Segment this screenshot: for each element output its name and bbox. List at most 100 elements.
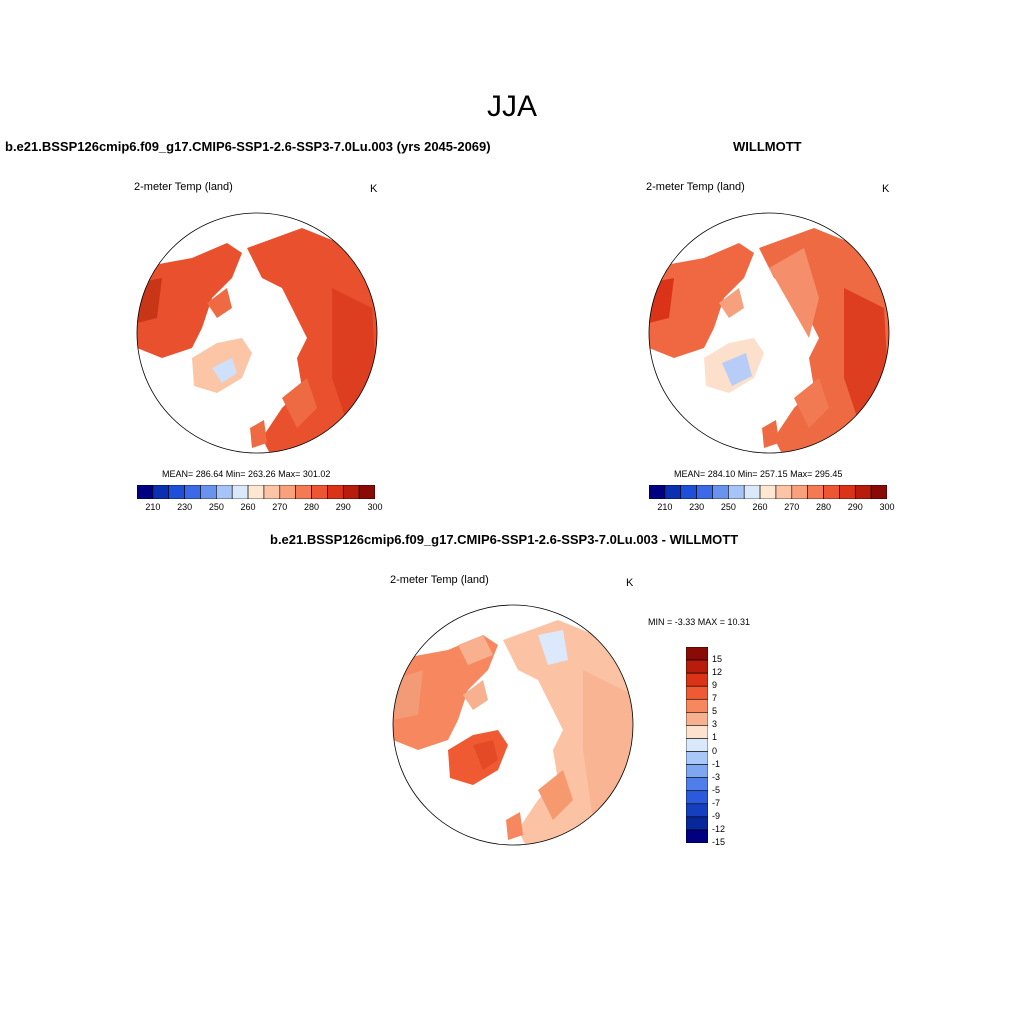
- obs-variable-label: 2-meter Temp (land): [646, 181, 745, 193]
- obs-land-north-america: [649, 243, 754, 358]
- diff-colorbar-tick-label: -5: [712, 784, 721, 795]
- obs-colorbar-tick-label: 280: [816, 502, 832, 512]
- obs-panel-title: WILLMOTT: [733, 139, 802, 154]
- obs-colorbar-swatch: [839, 485, 856, 499]
- diff-colorbar: [686, 647, 708, 843]
- obs-colorbar-tick-label: 290: [847, 502, 863, 512]
- diff-colorbar-swatch: [686, 698, 708, 713]
- diff-colorbar-swatch: [686, 659, 708, 674]
- model-stats: MEAN= 286.64 Min= 263.26 Max= 301.02: [162, 469, 331, 479]
- diff-colorbar-tick-label: -15: [712, 837, 726, 847]
- diff-colorbar-tick-label: 9: [712, 680, 718, 691]
- diff-colorbar-tick-label: -7: [712, 797, 721, 808]
- obs-colorbar-tick-label: 210: [657, 502, 673, 512]
- model-land-north-america: [137, 243, 242, 358]
- model-colorbar-labels: 210 230 250 260 270 280 290 300: [137, 502, 382, 516]
- model-colorbar-swatch: [200, 485, 217, 499]
- obs-colorbar-swatch: [712, 485, 729, 499]
- diff-colorbar-tick-label: 3: [712, 719, 718, 730]
- figure-title: JJA: [486, 90, 537, 123]
- obs-colorbar-labels: 210 230 250 260 270 280 290 300: [649, 502, 894, 516]
- obs-colorbar-tick-label: 260: [752, 502, 768, 512]
- model-colorbar-swatch: [216, 485, 233, 499]
- obs-colorbar-swatch: [649, 485, 666, 499]
- diff-colorbar-swatch: [686, 712, 708, 726]
- diff-colorbar-tick-label: 15: [712, 654, 723, 665]
- diff-colorbar-tick-label: 5: [712, 706, 718, 717]
- model-colorbar-swatch: [295, 485, 312, 499]
- model-colorbar-swatch: [358, 485, 375, 499]
- diff-colorbar-tick-label: -12: [712, 823, 726, 834]
- obs-colorbar-tick-label: 270: [784, 502, 800, 512]
- model-colorbar: [137, 485, 375, 499]
- obs-colorbar-swatch: [854, 485, 872, 499]
- model-colorbar-swatch: [168, 485, 185, 499]
- model-colorbar-swatch: [279, 485, 296, 499]
- diff-colorbar-swatch: [686, 790, 708, 805]
- diff-colorbar-tick-label: 7: [712, 693, 718, 704]
- model-colorbar-tick-label: 250: [208, 502, 224, 512]
- obs-colorbar-swatch: [759, 485, 777, 499]
- diff-colorbar-swatch: [686, 816, 708, 831]
- model-colorbar-swatch: [137, 485, 154, 499]
- diff-colorbar-swatch: [686, 803, 708, 818]
- diff-colorbar-tick-label: -9: [712, 810, 721, 821]
- obs-colorbar-swatch: [680, 485, 697, 499]
- obs-colorbar-swatch: [743, 485, 761, 499]
- obs-colorbar-swatch: [823, 485, 840, 499]
- model-colorbar-tick-label: 210: [145, 502, 161, 512]
- obs-colorbar-tick-label: 250: [720, 502, 736, 512]
- obs-colorbar-swatch: [870, 485, 887, 499]
- obs-colorbar-tick-label: 300: [879, 502, 895, 512]
- model-polar-map: [136, 212, 378, 454]
- model-colorbar-tick-label: 290: [335, 502, 351, 512]
- model-colorbar-tick-label: 230: [177, 502, 193, 512]
- obs-colorbar-swatch: [664, 485, 682, 499]
- diff-colorbar-swatch: [686, 725, 708, 739]
- model-colorbar-tick-label: 270: [272, 502, 288, 512]
- diff-units-label: K: [626, 577, 634, 589]
- model-colorbar-swatch: [311, 485, 328, 499]
- diff-land-north-america: [393, 635, 498, 750]
- obs-units-label: K: [882, 183, 890, 195]
- obs-colorbar-tick-label: 230: [689, 502, 705, 512]
- diff-panel-title: b.e21.BSSP126cmip6.f09_g17.CMIP6-SSP1-2.…: [270, 532, 739, 547]
- model-colorbar-tick-label: 300: [367, 502, 383, 512]
- model-colorbar-swatch: [152, 485, 170, 499]
- diff-polar-map: [392, 604, 634, 846]
- diff-colorbar-swatch: [686, 672, 708, 687]
- diff-colorbar-swatch: [686, 685, 708, 700]
- obs-colorbar-swatch: [807, 485, 824, 499]
- model-colorbar-swatch: [247, 485, 265, 499]
- diff-colorbar-swatch: [686, 647, 708, 661]
- obs-colorbar-swatch: [728, 485, 745, 499]
- model-colorbar-tick-label: 280: [304, 502, 320, 512]
- diff-colorbar-swatch: [686, 751, 708, 765]
- diff-colorbar-tick-label: 0: [712, 745, 718, 756]
- model-variable-label: 2-meter Temp (land): [134, 181, 233, 193]
- diff-colorbar-tick-label: 1: [712, 732, 718, 743]
- model-colorbar-swatch: [342, 485, 360, 499]
- model-colorbar-swatch: [327, 485, 344, 499]
- model-units-label: K: [370, 183, 378, 195]
- model-colorbar-swatch: [231, 485, 249, 499]
- diff-colorbar-swatch: [686, 738, 708, 752]
- obs-colorbar-swatch: [791, 485, 808, 499]
- diff-colorbar-swatch: [686, 764, 708, 778]
- model-colorbar-swatch: [184, 485, 201, 499]
- obs-polar-map: [648, 212, 890, 454]
- diff-stats: MIN = -3.33 MAX = 10.31: [648, 617, 751, 627]
- obs-colorbar-swatch: [696, 485, 713, 499]
- obs-colorbar: [649, 485, 887, 499]
- obs-stats: MEAN= 284.10 Min= 257.15 Max= 295.45: [674, 469, 843, 479]
- diff-variable-label: 2-meter Temp (land): [390, 574, 489, 586]
- model-colorbar-tick-label: 260: [240, 502, 256, 512]
- diff-colorbar-labels: 15 12 9 7 5 3 1 0 -1 -3 -5 -7 -9 -12 -15: [712, 647, 752, 847]
- diff-colorbar-tick-label: -1: [712, 758, 721, 769]
- diff-colorbar-swatch: [686, 777, 708, 792]
- obs-colorbar-swatch: [775, 485, 793, 499]
- model-panel-title: b.e21.BSSP126cmip6.f09_g17.CMIP6-SSP1-2.…: [5, 139, 491, 154]
- diff-colorbar-tick-label: 12: [712, 667, 723, 678]
- diff-colorbar-swatch: [686, 829, 708, 843]
- diff-colorbar-tick-label: -3: [712, 771, 721, 782]
